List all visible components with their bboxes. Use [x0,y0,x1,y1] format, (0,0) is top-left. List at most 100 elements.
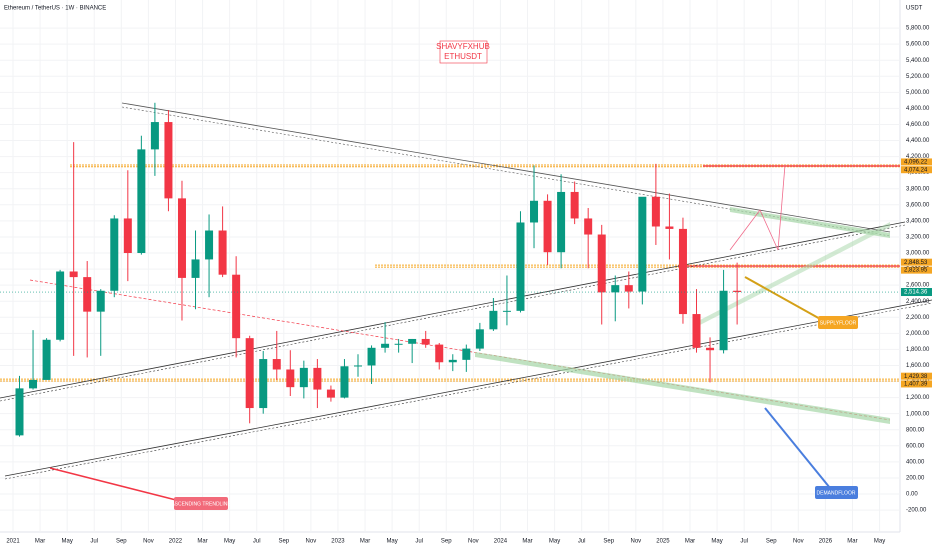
x-tick-label: May [386,539,397,545]
x-tick-label: Sep [603,539,614,545]
x-tick-label: Nov [143,539,154,545]
y-tick-label: 3,000.00 [906,251,930,257]
candle-body [435,344,444,363]
candle-body [584,218,593,235]
candle-body [340,366,349,398]
price-tag-label: 2,823.95 [904,268,928,274]
x-tick-label: Mar [685,539,695,545]
trendline [0,224,906,402]
price-tag-label: 4,074.24 [904,167,928,173]
price-tag [901,158,932,166]
last-price-label: 2,514.36 [904,290,928,296]
x-tick-label: Nov [306,539,317,545]
candle-body [692,314,701,348]
channel [475,352,890,424]
candle-body [489,310,498,330]
y-tick-label: 4,200.00 [906,154,930,160]
candle-body [733,290,742,293]
x-tick-label: 2025 [656,539,670,545]
y-tick-label: 400.00 [906,459,925,465]
y-tick-label: 1,000.00 [906,411,930,417]
y-tick-label: 1,800.00 [906,347,930,353]
x-tick-label: Mar [360,539,370,545]
candle-body [624,285,633,292]
price-tag [901,380,932,388]
candle-body [15,388,24,436]
candle-body [421,338,430,345]
candle-body [313,367,322,390]
zone [678,265,900,268]
candle-body [665,226,674,229]
x-tick-label: Jul [253,539,261,545]
price-tag-label: 2,848.53 [904,260,928,266]
x-tick-label: Jul [415,539,423,545]
candle-body [381,343,390,348]
y-tick-label: 5,200.00 [906,74,930,80]
candle-body [367,347,376,366]
candle-body [245,338,254,409]
candle-body [543,200,552,253]
x-tick-label: Mar [847,539,857,545]
annotation-box [174,497,228,510]
candle-body [557,191,566,253]
candle-body [651,196,660,227]
candle-body [259,359,268,409]
candle-body [326,389,335,398]
x-tick-label: Sep [116,539,127,545]
trendline [4,299,932,477]
candle-body [611,285,620,293]
y-tick-label: 2,600.00 [906,283,930,289]
arrow [764,407,831,489]
y-tick-label: 3,600.00 [906,202,930,208]
drawings [0,102,932,501]
zone [703,164,900,167]
x-tick-label: Sep [766,539,777,545]
candle-body [69,271,78,278]
candle-body [719,290,728,351]
candle-body [530,200,539,223]
y-tick-label: 4,600.00 [906,122,930,128]
y-tick-label: 1,600.00 [906,363,930,369]
price-tag-label: 1,407.39 [904,382,928,388]
candle-body [475,329,484,349]
chart-title: Ethereum / TetherUS · 1W · BINANCE [4,6,106,12]
y-tick-label: 0.00 [906,492,918,498]
candle-body [191,259,200,278]
price-tag-label: 1,429.38 [904,374,928,380]
x-tick-label: Jul [578,539,586,545]
candle-body [448,359,457,363]
candle-body [150,122,159,150]
y-tick-label: 4,800.00 [906,106,930,112]
annotation: SUPPLYFLOOR [820,320,857,326]
y-tick-label: 5,800.00 [906,26,930,32]
candle-body [177,198,186,278]
y-tick-label: 200.00 [906,476,925,482]
y-tick-label: 2,000.00 [906,331,930,337]
y-tick-label: 4,000.00 [906,170,930,176]
candle-body [83,277,92,312]
candle-body [394,343,403,345]
candle-body [96,290,105,312]
price-tag-label: 4,096.22 [904,160,928,166]
y-tick-label: 3,800.00 [906,186,930,192]
candle-body [29,379,38,389]
annotation: ASCENDING TRENDLINE [171,501,231,507]
y-tick-label: 600.00 [906,443,925,449]
candle-body [354,365,362,367]
arrow [744,276,823,321]
candle-body [110,218,119,291]
candle-body [218,230,227,275]
candle-body [137,149,146,254]
x-tick-label: May [874,539,885,545]
candle-body [597,234,606,293]
x-tick-label: May [549,539,560,545]
y-tick-label: -200.00 [906,508,927,514]
x-tick-label: Mar [522,539,532,545]
arrow [49,467,177,501]
y-tick-label: 5,000.00 [906,90,930,96]
y-tick-label: 2,200.00 [906,315,930,321]
watermark: ETHUSDT [444,52,482,61]
candle-body [516,222,525,311]
